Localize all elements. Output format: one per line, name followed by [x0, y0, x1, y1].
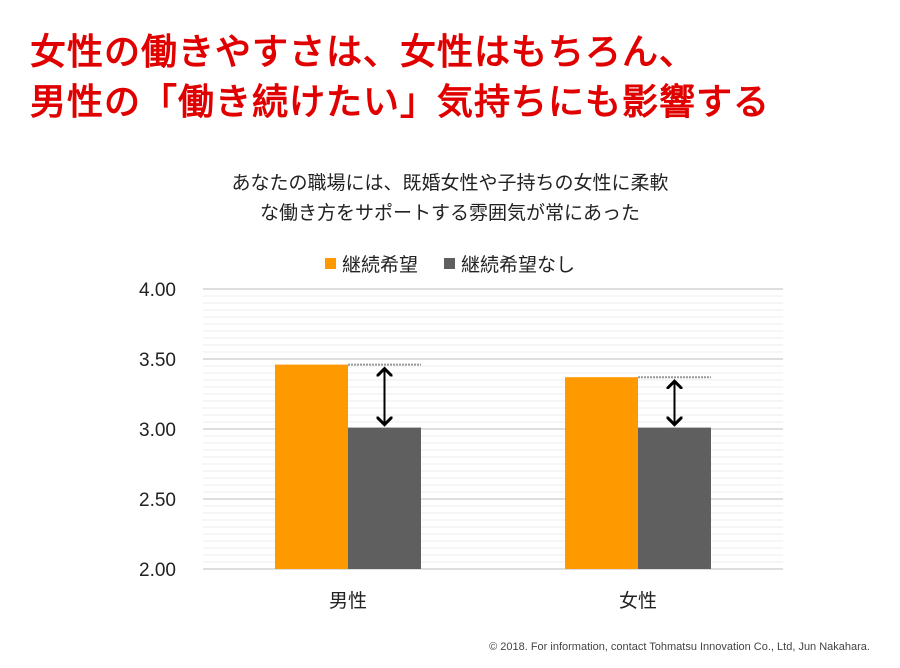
headline-line-2: 男性の「働き続けたい」気持ちにも影響する [30, 82, 771, 123]
y-tick-label: 3.50 [139, 350, 176, 371]
headline: 女性の働きやすさは、女性はもちろん、 男性の「働き続けたい」気持ちにも影響する [30, 28, 770, 128]
bar-1-1 [638, 427, 711, 569]
legend-item-1: 継続希望なし [444, 250, 575, 277]
legend-label: 継続希望 [341, 254, 418, 276]
x-category-label: 男性 [329, 590, 367, 612]
bar-1-0 [348, 427, 421, 569]
legend-swatch [324, 258, 336, 269]
y-tick-label: 2.50 [139, 490, 176, 511]
chart-title-line-1: あなたの職場には、既婚女性や子持ちの女性に柔軟 [231, 172, 669, 194]
legend: 継続希望 継続希望なし [0, 250, 900, 277]
legend-label: 継続希望なし [461, 254, 576, 276]
bar-0-1 [565, 377, 638, 569]
y-tick-label: 2.00 [139, 560, 176, 581]
footer-copyright: © 2018. For information, contact Tohmats… [489, 641, 870, 653]
x-category-label: 女性 [619, 590, 657, 612]
legend-item-0: 継続希望 [324, 250, 418, 277]
chart-title-line-2: な働き方をサポートする雰囲気が常にあった [259, 202, 640, 224]
legend-swatch [444, 258, 455, 269]
bar-0-0 [275, 364, 348, 569]
y-tick-label: 4.00 [139, 280, 176, 301]
y-tick-label: 3.00 [139, 420, 176, 441]
headline-line-1: 女性の働きやすさは、女性はもちろん、 [30, 32, 697, 73]
chart-title: あなたの職場には、既婚女性や子持ちの女性に柔軟 な働き方をサポートする雰囲気が常… [0, 168, 900, 228]
